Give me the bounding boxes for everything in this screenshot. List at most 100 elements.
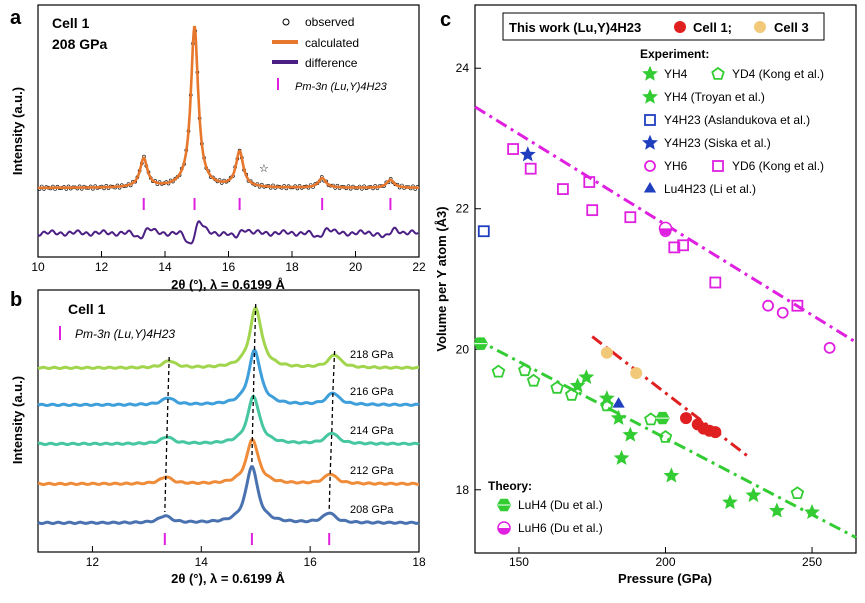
legend-marker-0 xyxy=(642,65,658,81)
point-Lu4H23 xyxy=(612,397,625,408)
fit-line xyxy=(591,335,749,458)
point-YD6 xyxy=(668,241,681,254)
panel-a-xtick-label: 22 xyxy=(412,260,426,274)
point-YD4 xyxy=(658,429,673,443)
panel-b-xtick-label: 14 xyxy=(195,555,209,569)
panel-c: c Volume per Y atom (Å3) Pressure (GPa) … xyxy=(434,4,857,586)
peak-shift-guide xyxy=(251,303,257,463)
panel-a-xlabel: 2θ (°), λ = 0.6199 Å xyxy=(171,277,285,292)
panel-a: a Cell 1 208 GPa Intensity (a.u.) 2θ (°)… xyxy=(10,4,426,292)
legend-label-6: YD6 (Kong et al.) xyxy=(732,159,824,173)
point-YH4 xyxy=(622,426,639,442)
cell3-label: Cell 3 xyxy=(774,20,809,35)
point-Cell xyxy=(680,412,693,425)
panel-c-xlabel: Pressure (GPa) xyxy=(618,571,712,586)
point-YD6 xyxy=(507,143,520,155)
point-YH4 xyxy=(569,377,586,393)
panel-c-xtick-label: 150 xyxy=(509,555,529,569)
fit-line xyxy=(474,337,857,539)
point-YD4 xyxy=(526,373,541,387)
panel-b-xtick-label: 12 xyxy=(86,555,100,569)
pattern-curve-216-GPa xyxy=(37,347,420,408)
legend-calculated-label: calculated xyxy=(305,36,359,50)
legend-label-9: LuH6 (Du et al.) xyxy=(518,521,603,535)
panel-c-frame xyxy=(474,4,857,554)
legend-observed-marker xyxy=(282,18,290,26)
peak-shift-guide xyxy=(328,350,336,510)
panel-b-curves: 218 GPa 216 GPa 214 GPa 212 GPa 208 GPa xyxy=(37,303,420,545)
panel-b-xlabel: 2θ (°), λ = 0.6199 Å xyxy=(171,571,285,586)
point-YD4 xyxy=(790,486,805,499)
point-Y4H23 xyxy=(477,225,490,238)
point-YD4 xyxy=(644,412,658,426)
panel-c-data xyxy=(473,105,857,539)
cell3-marker xyxy=(754,21,766,33)
pattern-curve-218-GPa xyxy=(37,305,419,371)
legend-phase-label: Pm-3n (Lu,Y)4H23 xyxy=(295,81,388,93)
panel-c-ytick-label: 18 xyxy=(456,483,470,497)
legend-label-7: Lu4H23 (Li et al.) xyxy=(664,182,756,196)
point-YH4 xyxy=(745,487,762,503)
point-Y4H23 xyxy=(519,146,536,162)
this-work-box xyxy=(502,12,825,41)
point-Cell xyxy=(600,346,613,359)
panel-c-ylabel: Volume per Y atom (Å3) xyxy=(434,206,449,351)
legend-label-0: YH4 xyxy=(664,67,688,81)
point-YD4 xyxy=(600,398,614,412)
panel-c-letter: c xyxy=(440,9,451,31)
point-YD6 xyxy=(524,162,537,175)
difference-curve xyxy=(37,220,419,245)
panel-c-ticks: 150 200 250 18 20 22 24 xyxy=(456,61,823,569)
panel-a-xtick-label: 18 xyxy=(285,260,299,274)
point-YH6 xyxy=(762,299,774,312)
point-YH4 xyxy=(578,369,595,385)
point-YD4 xyxy=(564,387,579,401)
pressure-label: 214 GPa xyxy=(350,425,394,437)
point-YH4 xyxy=(613,449,630,465)
point-LuH6-fill xyxy=(659,228,672,235)
point-YH6 xyxy=(776,306,789,319)
panel-b-letter: b xyxy=(10,289,22,311)
cell1-marker xyxy=(674,21,686,33)
pressure-label: 216 GPa xyxy=(350,386,394,398)
point-YD6 xyxy=(791,299,804,312)
panel-a-xticks: 10 12 14 16 18 20 22 xyxy=(31,251,426,274)
pressure-label: 218 GPa xyxy=(350,349,394,361)
point-YD6 xyxy=(557,183,569,195)
panel-b-frame xyxy=(37,289,420,553)
this-work-label: This work (Lu,Y)4H23 xyxy=(509,20,641,35)
point-YH4 xyxy=(663,467,680,483)
point-YH4 xyxy=(610,409,627,425)
legend-marker-1 xyxy=(711,66,725,80)
legend-label-1: YD4 (Kong et al.) xyxy=(732,67,824,81)
point-YD6 xyxy=(677,239,689,252)
panel-c-legend: YH4 YD4 (Kong et al.) YH4 (Troyan et al.) Y… xyxy=(496,65,824,535)
peak-shift-guide xyxy=(164,356,170,513)
legend-marker-4 xyxy=(642,134,658,150)
pressure-label: 212 GPa xyxy=(350,465,394,477)
legend-label-3: Y4H23 (Aslandukova et al.) xyxy=(664,113,810,127)
point-YH4 xyxy=(768,502,785,518)
panel-c-xtick-label: 200 xyxy=(655,555,675,569)
point-YD6 xyxy=(583,176,596,188)
legend-label-4: Y4H23 (Siska et al.) xyxy=(664,136,771,150)
panel-c-ytick-label: 22 xyxy=(456,202,470,216)
point-YD4 xyxy=(491,364,506,378)
point-YD4 xyxy=(550,380,564,394)
legend-marker-5 xyxy=(644,160,656,172)
pattern-curve-214-GPa xyxy=(37,394,420,447)
panel-b-ylabel: Intensity (a.u.) xyxy=(10,376,25,464)
pattern-curve-212-GPa xyxy=(37,437,419,487)
legend-marker-3 xyxy=(644,114,656,126)
panel-b-xtick-label: 16 xyxy=(303,555,317,569)
legend-marker-6 xyxy=(712,160,724,172)
panel-a-xtick-label: 14 xyxy=(158,260,172,274)
pattern-curve-208-GPa xyxy=(37,465,420,526)
panel-b-cell: Cell 1 xyxy=(68,301,106,317)
legend-marker-2 xyxy=(642,88,658,104)
point-YH6 xyxy=(823,341,836,354)
legend-label-5: YH6 xyxy=(664,159,688,173)
panel-a-letter: a xyxy=(10,7,22,29)
panel-a-cell: Cell 1 xyxy=(52,15,90,31)
